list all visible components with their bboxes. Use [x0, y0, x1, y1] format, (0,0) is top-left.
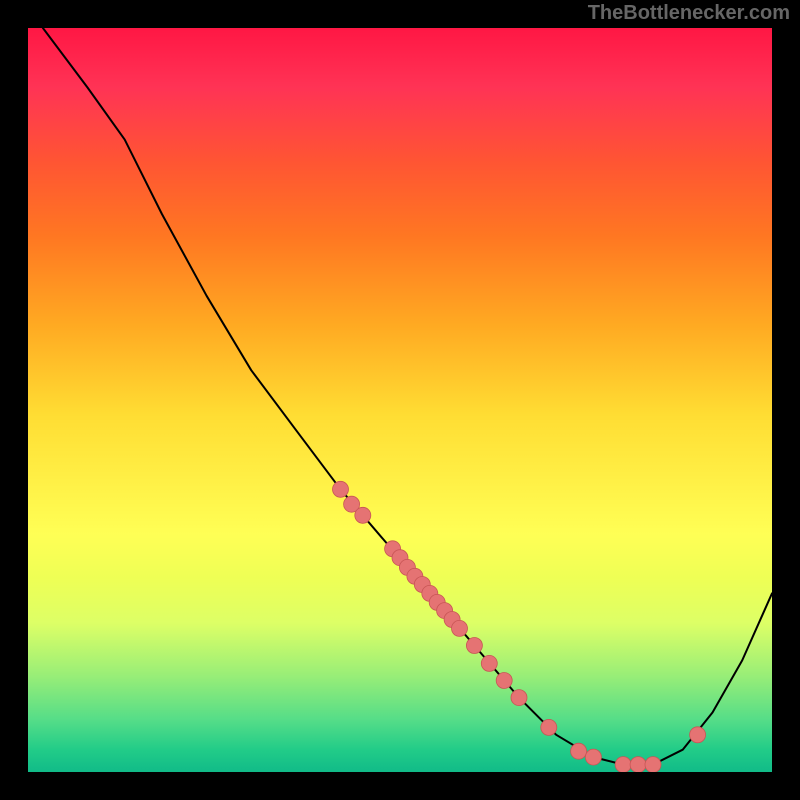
data-marker [571, 743, 587, 759]
chart-svg [28, 28, 772, 772]
chart-area [28, 28, 772, 772]
data-marker [585, 749, 601, 765]
data-marker [355, 507, 371, 523]
data-marker [630, 757, 646, 772]
data-marker [541, 719, 557, 735]
data-marker [452, 620, 468, 636]
data-marker [466, 638, 482, 654]
data-marker [333, 481, 349, 497]
data-marker [645, 757, 661, 772]
watermark-text: TheBottlenecker.com [588, 2, 790, 25]
data-marker [690, 727, 706, 743]
data-marker [615, 757, 631, 772]
data-marker [496, 673, 512, 689]
bottleneck-curve [43, 28, 772, 765]
data-marker [511, 690, 527, 706]
data-marker [481, 655, 497, 671]
